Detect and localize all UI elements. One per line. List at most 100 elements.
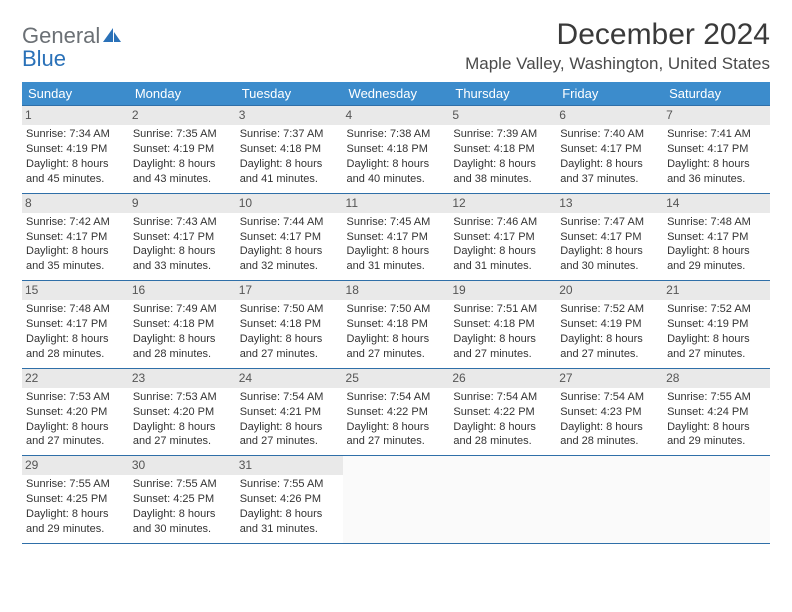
calendar-row: 8Sunrise: 7:42 AMSunset: 4:17 PMDaylight… — [22, 193, 770, 281]
calendar-cell: 4Sunrise: 7:38 AMSunset: 4:18 PMDaylight… — [343, 106, 450, 194]
sunset-line: Sunset: 4:19 PM — [560, 317, 659, 332]
calendar-cell: 7Sunrise: 7:41 AMSunset: 4:17 PMDaylight… — [663, 106, 770, 194]
sunset-line: Sunset: 4:18 PM — [240, 142, 339, 157]
weekday-header: Friday — [556, 82, 663, 106]
calendar-cell: 18Sunrise: 7:50 AMSunset: 4:18 PMDayligh… — [343, 281, 450, 369]
calendar-cell: 31 Sunrise: 7:55 AMSunset: 4:26 PMDayligh… — [236, 456, 343, 544]
calendar-table: SundayMondayTuesdayWednesdayThursdayFrid… — [22, 82, 770, 544]
sunrise-line: Sunrise: 7:55 AM — [26, 477, 125, 492]
sunset-line: Sunset: 4:18 PM — [453, 317, 552, 332]
sunset-line: Sunset: 4:17 PM — [453, 230, 552, 245]
calendar-cell: 19Sunrise: 7:51 AMSunset: 4:18 PMDayligh… — [449, 281, 556, 369]
day-number: 20 — [556, 281, 663, 300]
sunrise-line: Sunrise: 7:44 AM — [240, 215, 339, 230]
sunrise-line: Sunrise: 7:46 AM — [453, 215, 552, 230]
day-number: 31 — [236, 456, 343, 475]
sunrise-line: Sunrise: 7:48 AM — [667, 215, 766, 230]
day-number: 27 — [556, 369, 663, 388]
sunset-line: Sunset: 4:17 PM — [26, 317, 125, 332]
sunrise-line: Sunrise: 7:52 AM — [667, 302, 766, 317]
daylight-line: Daylight: 8 hours and 41 minutes. — [240, 157, 339, 187]
sunset-line: Sunset: 4:17 PM — [347, 230, 446, 245]
sunset-line: Sunset: 4:23 PM — [560, 405, 659, 420]
sunrise-line: Sunrise: 7:37 AM — [240, 127, 339, 142]
sunset-line: Sunset: 4:25 PM — [133, 492, 232, 507]
calendar-cell: 14Sunrise: 7:48 AMSunset: 4:17 PMDayligh… — [663, 193, 770, 281]
day-number: 6 — [556, 106, 663, 125]
daylight-line: Daylight: 8 hours and 30 minutes. — [133, 507, 232, 537]
day-number: 23 — [129, 369, 236, 388]
brand-word-1: General — [22, 23, 100, 48]
daylight-line: Daylight: 8 hours and 27 minutes. — [560, 332, 659, 362]
day-number: 24 — [236, 369, 343, 388]
sunset-line: Sunset: 4:22 PM — [347, 405, 446, 420]
day-number: 25 — [343, 369, 450, 388]
sunset-line: Sunset: 4:18 PM — [133, 317, 232, 332]
calendar-cell: 20Sunrise: 7:52 AMSunset: 4:19 PMDayligh… — [556, 281, 663, 369]
sunrise-line: Sunrise: 7:35 AM — [133, 127, 232, 142]
day-number: 2 — [129, 106, 236, 125]
day-number: 28 — [663, 369, 770, 388]
daylight-line: Daylight: 8 hours and 27 minutes. — [240, 420, 339, 450]
calendar-cell: 8Sunrise: 7:42 AMSunset: 4:17 PMDaylight… — [22, 193, 129, 281]
calendar-cell: 2 Sunrise: 7:35 AMSunset: 4:19 PMDaylight… — [129, 106, 236, 194]
daylight-line: Daylight: 8 hours and 27 minutes. — [667, 332, 766, 362]
calendar-cell: 12Sunrise: 7:46 AMSunset: 4:17 PMDayligh… — [449, 193, 556, 281]
sunset-line: Sunset: 4:18 PM — [240, 317, 339, 332]
calendar-cell — [449, 456, 556, 544]
daylight-line: Daylight: 8 hours and 43 minutes. — [133, 157, 232, 187]
calendar-cell: 9Sunrise: 7:43 AMSunset: 4:17 PMDaylight… — [129, 193, 236, 281]
daylight-line: Daylight: 8 hours and 38 minutes. — [453, 157, 552, 187]
calendar-cell: 24Sunrise: 7:54 AMSunset: 4:21 PMDayligh… — [236, 368, 343, 456]
sunrise-line: Sunrise: 7:50 AM — [240, 302, 339, 317]
daylight-line: Daylight: 8 hours and 27 minutes. — [453, 332, 552, 362]
day-number: 26 — [449, 369, 556, 388]
daylight-line: Daylight: 8 hours and 37 minutes. — [560, 157, 659, 187]
daylight-line: Daylight: 8 hours and 45 minutes. — [26, 157, 125, 187]
sunset-line: Sunset: 4:25 PM — [26, 492, 125, 507]
sunset-line: Sunset: 4:20 PM — [133, 405, 232, 420]
weekday-header: Saturday — [663, 82, 770, 106]
calendar-cell: 3Sunrise: 7:37 AMSunset: 4:18 PMDaylight… — [236, 106, 343, 194]
daylight-line: Daylight: 8 hours and 27 minutes. — [347, 420, 446, 450]
day-number: 21 — [663, 281, 770, 300]
sunset-line: Sunset: 4:22 PM — [453, 405, 552, 420]
sunset-line: Sunset: 4:19 PM — [667, 317, 766, 332]
calendar-cell: 26 Sunrise: 7:54 AMSunset: 4:22 PMDayligh… — [449, 368, 556, 456]
sunrise-line: Sunrise: 7:40 AM — [560, 127, 659, 142]
day-number: 8 — [22, 194, 129, 213]
calendar-body: 1Sunrise: 7:34 AMSunset: 4:19 PMDaylight… — [22, 106, 770, 544]
sunrise-line: Sunrise: 7:54 AM — [453, 390, 552, 405]
location-text: Maple Valley, Washington, United States — [465, 54, 770, 74]
daylight-line: Daylight: 8 hours and 28 minutes. — [453, 420, 552, 450]
day-number: 12 — [449, 194, 556, 213]
sunset-line: Sunset: 4:26 PM — [240, 492, 339, 507]
day-number: 30 — [129, 456, 236, 475]
day-number: 19 — [449, 281, 556, 300]
sunrise-line: Sunrise: 7:45 AM — [347, 215, 446, 230]
page-header: General Blue December 2024 Maple Valley,… — [22, 18, 770, 74]
daylight-line: Daylight: 8 hours and 27 minutes. — [133, 420, 232, 450]
daylight-line: Daylight: 8 hours and 28 minutes. — [26, 332, 125, 362]
calendar-cell: 22Sunrise: 7:53 AMSunset: 4:20 PMDayligh… — [22, 368, 129, 456]
sunrise-line: Sunrise: 7:53 AM — [26, 390, 125, 405]
sunset-line: Sunset: 4:18 PM — [453, 142, 552, 157]
brand-sail-icon — [102, 24, 122, 47]
calendar-cell: 25Sunrise: 7:54 AMSunset: 4:22 PMDayligh… — [343, 368, 450, 456]
day-number: 10 — [236, 194, 343, 213]
sunset-line: Sunset: 4:21 PM — [240, 405, 339, 420]
sunrise-line: Sunrise: 7:55 AM — [240, 477, 339, 492]
sunset-line: Sunset: 4:17 PM — [667, 230, 766, 245]
sunrise-line: Sunrise: 7:54 AM — [560, 390, 659, 405]
month-title: December 2024 — [465, 18, 770, 52]
weekday-header: Monday — [129, 82, 236, 106]
daylight-line: Daylight: 8 hours and 29 minutes. — [667, 244, 766, 274]
weekday-header: Sunday — [22, 82, 129, 106]
daylight-line: Daylight: 8 hours and 29 minutes. — [26, 507, 125, 537]
calendar-row: 29Sunrise: 7:55 AMSunset: 4:25 PMDayligh… — [22, 456, 770, 544]
calendar-cell: 5Sunrise: 7:39 AMSunset: 4:18 PMDaylight… — [449, 106, 556, 194]
brand-word-2: Blue — [22, 46, 66, 71]
day-number: 5 — [449, 106, 556, 125]
daylight-line: Daylight: 8 hours and 31 minutes. — [240, 507, 339, 537]
sunset-line: Sunset: 4:19 PM — [133, 142, 232, 157]
